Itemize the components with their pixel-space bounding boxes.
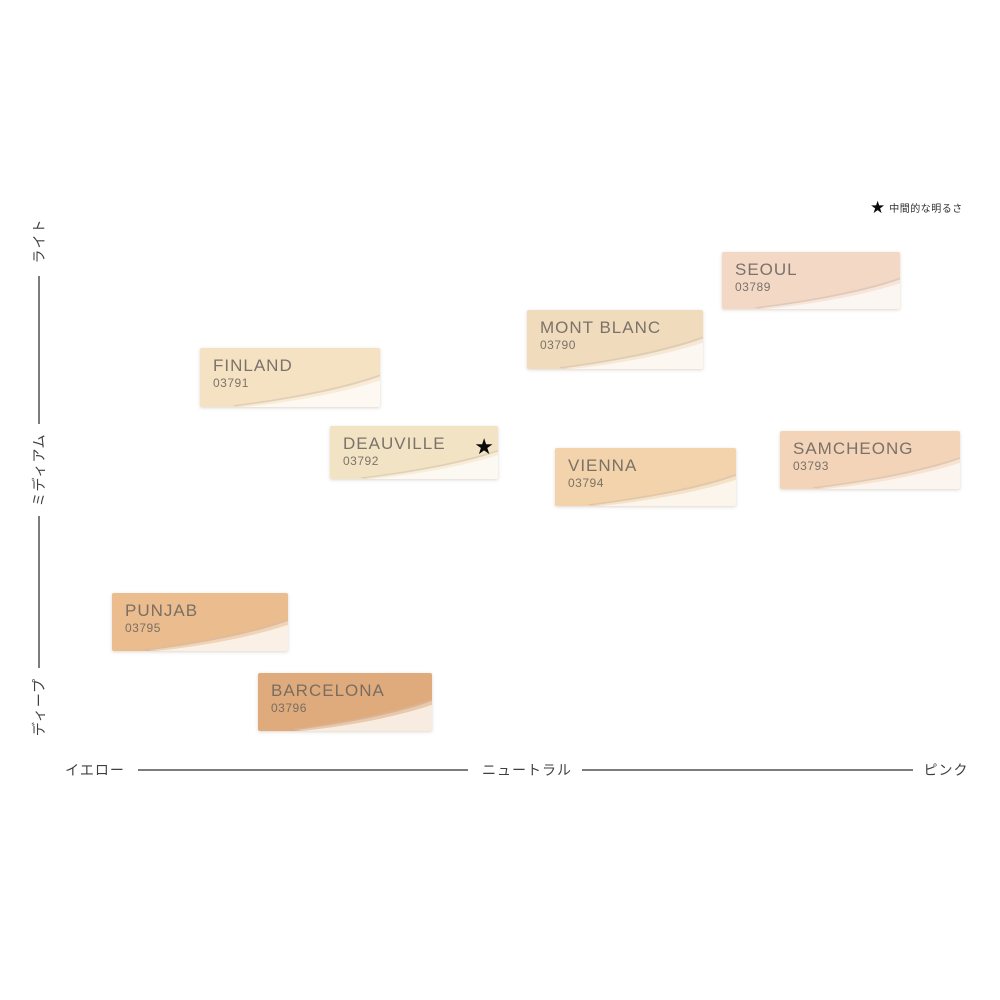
x-axis-line-right: [582, 769, 913, 771]
shade-swatch-mont-blanc: MONT BLANC 03790 ★: [527, 310, 703, 369]
star-icon: ★: [870, 198, 886, 217]
shade-name: FINLAND: [213, 356, 293, 375]
shade-code: 03792: [343, 453, 379, 468]
shade-code: 03795: [125, 620, 161, 635]
shade-code: 03794: [568, 475, 604, 490]
shade-name: SAMCHEONG: [793, 439, 914, 458]
y-axis-line-upper: [38, 276, 40, 424]
y-axis-label-medium: ミディアム: [31, 433, 47, 507]
shade-swatch-vienna: VIENNA 03794 ★: [555, 448, 736, 506]
y-axis-label-deep: ディープ: [31, 677, 47, 737]
shade-code: 03791: [213, 375, 249, 390]
shade-name: MONT BLANC: [540, 318, 662, 337]
shade-code: 03793: [793, 458, 829, 473]
cream-swoosh-highlight: [754, 277, 900, 309]
swatch-label: PUNJAB 03795: [125, 601, 199, 635]
cream-swoosh-highlight: [587, 474, 736, 506]
shade-swatch-punjab: PUNJAB 03795 ★: [112, 593, 288, 651]
shade-name: BARCELONA: [271, 681, 385, 700]
legend-label: 中間的な明るさ: [889, 204, 963, 215]
shade-swatch-finland: FINLAND 03791 ★: [200, 348, 380, 407]
shade-swatch-samcheong: SAMCHEONG 03793 ★: [780, 431, 960, 489]
x-axis-line-left: [138, 769, 468, 771]
swatch-label: SAMCHEONG 03793: [793, 439, 914, 473]
cream-swoosh-highlight: [143, 619, 288, 651]
y-axis-line-lower: [38, 516, 40, 668]
swatch-label: FINLAND 03791: [213, 356, 293, 390]
cream-swoosh-highlight: [812, 457, 960, 489]
cream-swoosh-highlight: [558, 336, 703, 369]
x-axis-label-neutral: ニュートラル: [482, 762, 572, 778]
shade-swatch-barcelona: BARCELONA 03796 ★: [258, 673, 432, 731]
shade-code: 03789: [735, 279, 771, 294]
swatch-label: VIENNA 03794: [568, 456, 638, 490]
legend: ★ 中間的な明るさ: [870, 199, 963, 216]
shade-swatch-seoul: SEOUL 03789 ★: [722, 252, 900, 309]
swatch-label: BARCELONA 03796: [271, 681, 385, 715]
swatch-label: SEOUL 03789: [735, 260, 798, 294]
cream-swoosh-highlight: [289, 699, 432, 731]
shade-name: SEOUL: [735, 260, 798, 279]
cream-swoosh-highlight: [232, 374, 380, 407]
shade-swatch-deauville: DEAUVILLE 03792 ★: [330, 426, 498, 479]
swatch-label: DEAUVILLE 03792: [343, 434, 446, 468]
shade-name: DEAUVILLE: [343, 434, 446, 453]
shade-code: 03790: [540, 337, 576, 352]
swatch-label: MONT BLANC 03790: [540, 318, 662, 352]
cream-swoosh-highlight: [360, 449, 498, 479]
star-icon: ★: [474, 434, 494, 459]
shade-code: 03796: [271, 700, 307, 715]
shade-name: VIENNA: [568, 456, 638, 475]
shade-name: PUNJAB: [125, 601, 199, 620]
x-axis-label-yellow: イエロー: [65, 762, 125, 778]
y-axis-label-light: ライト: [31, 218, 47, 264]
x-axis-label-pink: ピンク: [923, 762, 969, 778]
